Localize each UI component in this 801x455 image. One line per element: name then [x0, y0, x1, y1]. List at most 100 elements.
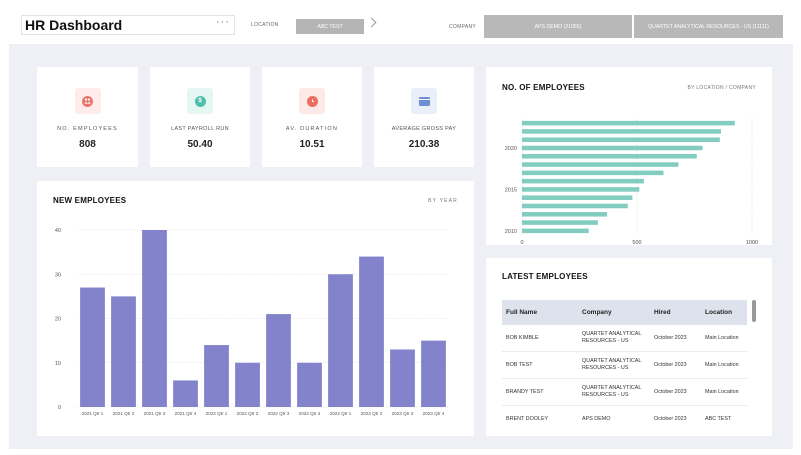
wallet-icon — [418, 96, 430, 106]
clock-glyph — [311, 98, 314, 102]
x-tick-label: 500 — [632, 240, 641, 245]
kpi-value: 10.51 — [299, 139, 325, 150]
bar — [266, 314, 291, 407]
chevron-right-icon[interactable] — [366, 17, 377, 28]
company-label: COMPANY — [449, 24, 477, 30]
y-tick-label: 2015 — [505, 187, 517, 193]
bar — [142, 230, 167, 407]
column-header-hired[interactable]: Hired — [654, 309, 671, 316]
bar — [522, 178, 644, 184]
y-tick-label: 0 — [58, 405, 61, 411]
cell-company: QUARTET ANALYTICAL RESOURCES - US — [582, 331, 642, 344]
dollar-icon: $ — [194, 95, 206, 107]
bar — [80, 287, 105, 407]
clock-icon — [306, 95, 318, 107]
bar — [297, 362, 322, 407]
bar — [522, 162, 679, 167]
cell-company: QUARTET ANALYTICAL RESOURCES - US — [582, 385, 642, 398]
no-of-employees-subtitle: BY LOCATION / COMPANY — [687, 85, 756, 91]
latest-employees-card: LATEST EMPLOYEES Full Name Company Hired… — [486, 258, 772, 436]
y-tick-label: 2020 — [505, 146, 517, 152]
bar — [522, 212, 608, 217]
y-tick-label: 20 — [55, 317, 61, 323]
table-scrollbar[interactable] — [752, 300, 756, 322]
x-tick-label: 2022 Qtr 4 — [299, 411, 321, 416]
cell-company: APS DEMO — [582, 416, 611, 422]
bar — [522, 170, 664, 176]
column-header-full-name[interactable]: Full Name — [506, 309, 538, 316]
bar — [522, 154, 697, 159]
dashboard-canvas: NO. EMPLOYEES 808 $ LAST PAYROLL RUN 50.… — [9, 44, 793, 449]
no-of-employees-chart: 0 500 1000 2020 2015 2010 — [505, 117, 758, 245]
x-tick-label: 2023 Qtr 2 — [361, 411, 383, 416]
table-row[interactable]: BRANDY TEST QUARTET ANALYTICAL RESOURCES… — [502, 379, 747, 406]
y-tick-label: 2010 — [505, 229, 517, 235]
cell-full-name: BRENT DOOLEY — [506, 416, 549, 422]
kpi-card-employees: NO. EMPLOYEES 808 — [37, 67, 138, 167]
kpi-icon-bg — [74, 88, 101, 114]
title-box: HR Dashboard ··· — [21, 15, 235, 35]
bar — [421, 340, 446, 407]
bar — [359, 256, 384, 407]
x-tick-label: 2023 Qtr 1 — [330, 411, 352, 416]
kpi-value: 50.40 — [187, 139, 213, 150]
location-slicer-button[interactable]: ABC TEST — [296, 19, 364, 34]
x-tick-label: 2022 Qtr 3 — [268, 411, 290, 416]
cell-full-name: BOB TEST — [506, 361, 533, 368]
bar — [522, 220, 598, 225]
no-of-employees-title: NO. OF EMPLOYEES — [502, 83, 585, 92]
kpi-label: LAST PAYROLL RUN — [171, 126, 229, 132]
new-employees-subtitle: BY YEAR — [428, 198, 458, 204]
cell-full-name: BRANDY TEST — [506, 388, 544, 395]
x-tick-label: 2021 Qtr 1 — [82, 411, 104, 416]
table-row[interactable]: BOB KIMBLE QUARTET ANALYTICAL RESOURCES … — [502, 325, 747, 352]
kpi-value: 210.38 — [408, 139, 440, 150]
new-employees-card: NEW EMPLOYEES BY YEAR 0 10 20 30 40 2021 Qtr … — [37, 181, 474, 436]
cell-location: Main Location — [705, 388, 739, 395]
latest-employees-title: LATEST EMPLOYEES — [502, 272, 588, 281]
bar — [328, 274, 353, 407]
kpi-card-duration: AV. DURATION 10.51 — [262, 67, 362, 167]
wallet-stripe — [418, 99, 430, 100]
kpi-card-payroll: $ LAST PAYROLL RUN 50.40 — [150, 67, 250, 167]
cell-hired: October 2023 — [654, 416, 687, 422]
people-icon — [82, 95, 93, 107]
cell-hired: October 2023 — [654, 388, 687, 395]
bar — [522, 195, 633, 200]
cell-company: QUARTET ANALYTICAL RESOURCES - US — [582, 358, 642, 371]
new-employees-chart: 0 10 20 30 40 2021 Qtr 1 2021 Qtr 2 2021 Qtr 3 2… — [55, 228, 449, 416]
new-employees-title: NEW EMPLOYEES — [53, 196, 127, 205]
y-tick-label: 40 — [55, 228, 61, 234]
company-slicer-quartet[interactable]: QUARTET ANALYTICAL RESOURCES - US (11111… — [634, 15, 783, 38]
cell-hired: October 2023 — [654, 361, 687, 368]
kpi-label: NO. EMPLOYEES — [57, 126, 118, 132]
x-tick-label: 1000 — [746, 240, 758, 245]
more-options-icon[interactable]: ··· — [216, 16, 230, 28]
company-slicer-aps-demo[interactable]: APS DEMO (21055) — [484, 15, 632, 38]
bar — [522, 120, 735, 126]
bar — [522, 203, 628, 209]
x-tick-label: 2023 Qtr 4 — [423, 411, 445, 416]
bar — [235, 362, 260, 407]
column-header-location[interactable]: Location — [705, 309, 733, 316]
cell-full-name: BOB KIMBLE — [506, 334, 539, 341]
latest-employees-table: Full Name Company Hired Location BOB KIM… — [502, 300, 747, 433]
column-header-company[interactable]: Company — [582, 309, 612, 316]
bar — [522, 129, 721, 134]
x-tick-label: 2021 Qtr 3 — [144, 411, 166, 416]
y-tick-label: 10 — [55, 361, 61, 367]
y-tick-label: 30 — [55, 272, 61, 278]
bar — [522, 228, 589, 234]
top-bar: HR Dashboard ··· LOCATION ABC TEST COMPA… — [0, 0, 801, 44]
location-label: LOCATION — [251, 22, 279, 28]
x-tick-label: 2023 Qtr 3 — [392, 411, 414, 416]
table-row[interactable]: BRENT DOOLEY APS DEMO October 2023 ABC T… — [502, 406, 747, 433]
x-tick-label: 0 — [520, 240, 523, 245]
kpi-icon-bg — [299, 88, 325, 114]
cell-location: Main Location — [705, 334, 739, 341]
cell-location: ABC TEST — [705, 416, 732, 422]
bar — [522, 187, 640, 192]
kpi-label: AVERAGE GROSS PAY — [391, 126, 457, 132]
table-row[interactable]: BOB TEST QUARTET ANALYTICAL RESOURCES - … — [502, 352, 747, 379]
bar — [522, 145, 703, 151]
